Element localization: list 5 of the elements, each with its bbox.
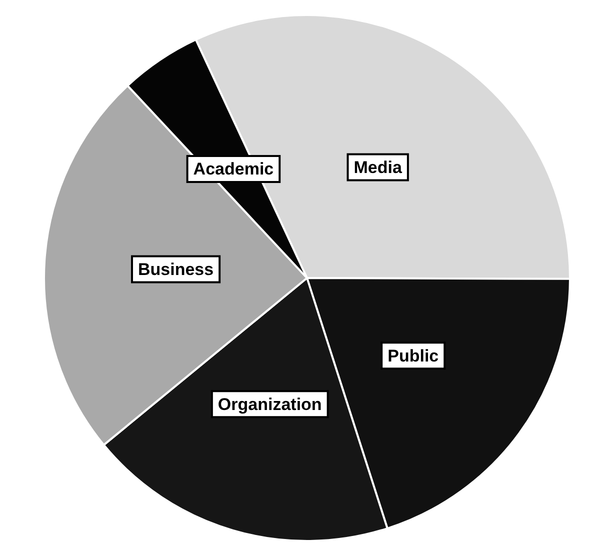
slice-label: Business (138, 260, 214, 279)
slice-label: Academic (193, 160, 274, 179)
slice-label: Public (388, 346, 439, 366)
slice-label: Media (354, 158, 402, 177)
slice-label: Organization (218, 394, 322, 414)
